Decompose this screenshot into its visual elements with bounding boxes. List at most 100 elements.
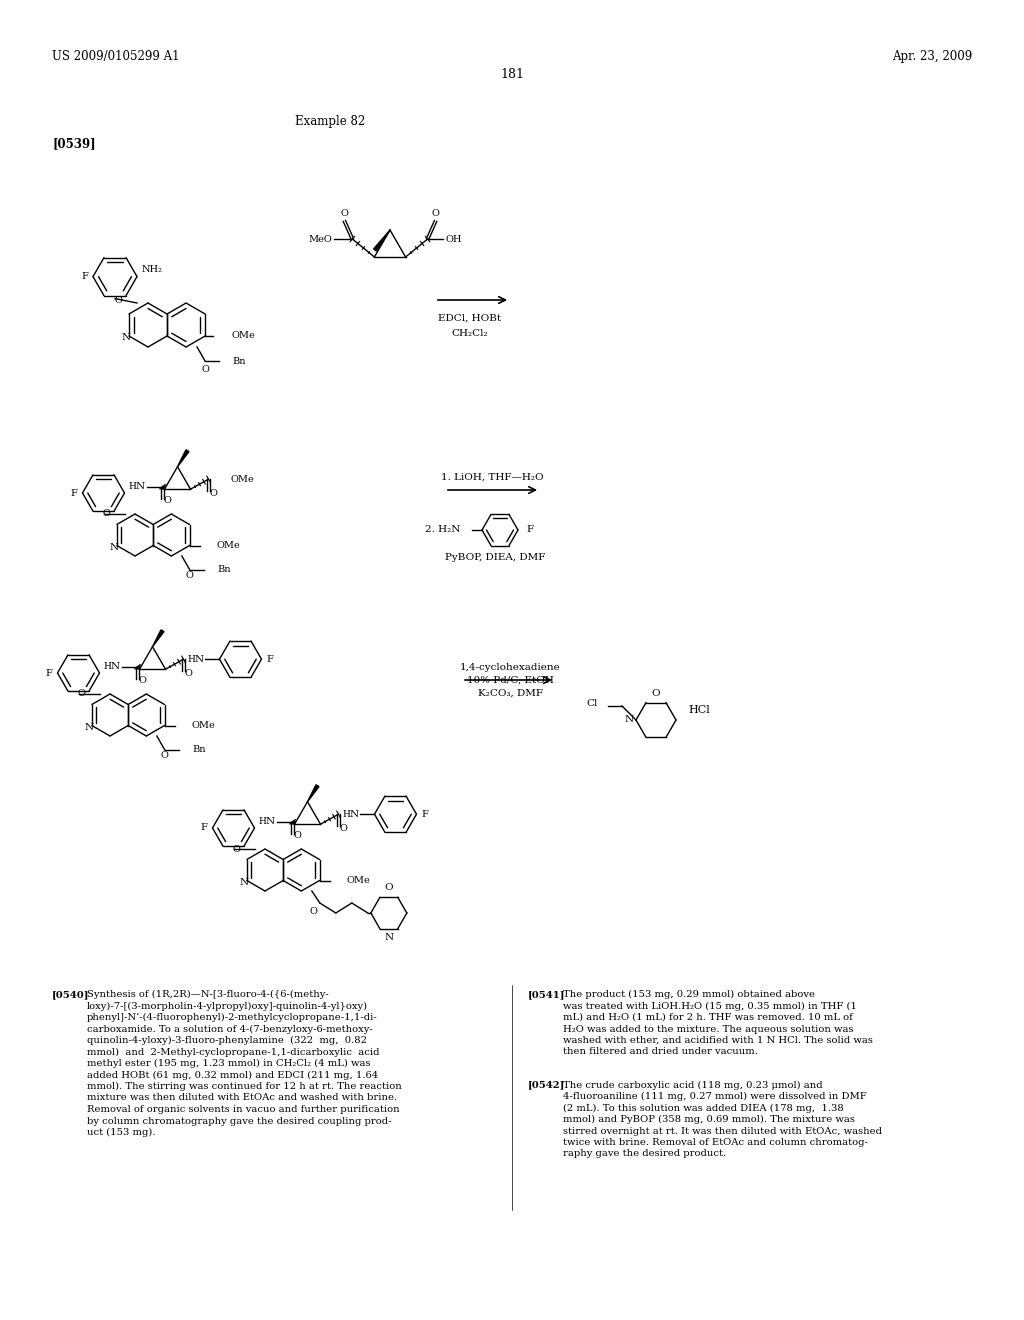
Text: N: N xyxy=(111,663,120,671)
Text: Bn: Bn xyxy=(232,356,246,366)
Text: O: O xyxy=(651,689,660,697)
Text: 10% Pd/C, EtOH: 10% Pd/C, EtOH xyxy=(467,676,553,685)
Text: O: O xyxy=(232,845,240,854)
Text: O: O xyxy=(201,364,209,374)
Text: Example 82: Example 82 xyxy=(295,115,366,128)
Text: The product (153 mg, 0.29 mmol) obtained above: The product (153 mg, 0.29 mmol) obtained… xyxy=(563,990,815,999)
Text: H: H xyxy=(259,817,266,826)
Text: O: O xyxy=(432,209,439,218)
Text: O: O xyxy=(161,751,169,760)
Text: K₂CO₃, DMF: K₂CO₃, DMF xyxy=(477,689,543,697)
Text: N: N xyxy=(240,878,249,887)
Polygon shape xyxy=(374,230,390,251)
Text: mmol) and PyBOP (358 mg, 0.69 mmol). The mixture was: mmol) and PyBOP (358 mg, 0.69 mmol). The… xyxy=(563,1115,855,1125)
Text: by column chromatography gave the desired coupling prod-: by column chromatography gave the desire… xyxy=(87,1117,391,1126)
Text: N: N xyxy=(350,809,359,818)
Text: mmol)  and  2-Methyl-cyclopropane-1,1-dicarboxylic  acid: mmol) and 2-Methyl-cyclopropane-1,1-dica… xyxy=(87,1048,380,1056)
Text: [0541]: [0541] xyxy=(528,990,565,999)
Text: OMe: OMe xyxy=(191,721,215,730)
Text: F: F xyxy=(71,488,78,498)
Text: [0542]: [0542] xyxy=(528,1081,565,1089)
Text: loxy)-7-[(3-morpholin-4-ylpropyl)oxy]-quinolin-4-yl}oxy): loxy)-7-[(3-morpholin-4-ylpropyl)oxy]-qu… xyxy=(87,1002,368,1011)
Text: O: O xyxy=(210,488,217,498)
Text: quinolin-4-yloxy)-3-fluoro-phenylamine  (322  mg,  0.82: quinolin-4-yloxy)-3-fluoro-phenylamine (… xyxy=(87,1036,367,1045)
Text: N: N xyxy=(136,482,145,491)
Text: F: F xyxy=(266,655,273,664)
Text: O: O xyxy=(340,824,347,833)
Text: phenyl]-N’-(4-fluorophenyl)-2-methylcyclopropane-1,1-di-: phenyl]-N’-(4-fluorophenyl)-2-methylcycl… xyxy=(87,1012,378,1022)
Text: N: N xyxy=(384,933,393,942)
Text: O: O xyxy=(102,510,110,519)
Text: US 2009/0105299 A1: US 2009/0105299 A1 xyxy=(52,50,179,63)
Text: OH: OH xyxy=(445,235,462,243)
Text: O: O xyxy=(385,883,393,892)
Text: washed with ether, and acidified with 1 N HCl. The solid was: washed with ether, and acidified with 1 … xyxy=(563,1036,872,1045)
Text: 1. LiOH, THF—H₂O: 1. LiOH, THF—H₂O xyxy=(440,473,544,482)
Text: N: N xyxy=(195,655,204,664)
Text: O: O xyxy=(186,572,194,581)
Text: OMe: OMe xyxy=(346,876,371,884)
Text: Removal of organic solvents in vacuo and further purification: Removal of organic solvents in vacuo and… xyxy=(87,1105,399,1114)
Text: Bn: Bn xyxy=(193,746,206,755)
Text: H: H xyxy=(103,663,112,671)
Text: The crude carboxylic acid (118 mg, 0.23 μmol) and: The crude carboxylic acid (118 mg, 0.23 … xyxy=(563,1081,822,1089)
Text: raphy gave the desired product.: raphy gave the desired product. xyxy=(563,1150,726,1159)
Text: (2 mL). To this solution was added DIEA (178 mg,  1.38: (2 mL). To this solution was added DIEA … xyxy=(563,1104,844,1113)
Text: mL) and H₂O (1 mL) for 2 h. THF was removed. 10 mL of: mL) and H₂O (1 mL) for 2 h. THF was remo… xyxy=(563,1012,853,1022)
Text: 181: 181 xyxy=(500,69,524,81)
Text: H₂O was added to the mixture. The aqueous solution was: H₂O was added to the mixture. The aqueou… xyxy=(563,1024,853,1034)
Text: twice with brine. Removal of EtOAc and column chromatog-: twice with brine. Removal of EtOAc and c… xyxy=(563,1138,868,1147)
Text: O: O xyxy=(114,296,122,305)
Text: F: F xyxy=(526,525,534,535)
Text: mixture was then diluted with EtOAc and washed with brine.: mixture was then diluted with EtOAc and … xyxy=(87,1093,397,1102)
Text: methyl ester (195 mg, 1.23 mmol) in CH₂Cl₂ (4 mL) was: methyl ester (195 mg, 1.23 mmol) in CH₂C… xyxy=(87,1059,371,1068)
Text: [0540]: [0540] xyxy=(52,990,89,999)
Text: N: N xyxy=(110,543,119,552)
Text: F: F xyxy=(422,809,428,818)
Text: N: N xyxy=(122,333,131,342)
Text: N: N xyxy=(625,715,634,725)
Text: mmol). The stirring was continued for 12 h at rt. The reaction: mmol). The stirring was continued for 12… xyxy=(87,1082,401,1092)
Text: added HOBt (61 mg, 0.32 mmol) and EDCI (211 mg, 1.64: added HOBt (61 mg, 0.32 mmol) and EDCI (… xyxy=(87,1071,378,1080)
Text: [0539]: [0539] xyxy=(52,137,95,150)
Text: Apr. 23, 2009: Apr. 23, 2009 xyxy=(892,50,972,63)
Text: O: O xyxy=(164,496,171,506)
Text: H: H xyxy=(343,809,350,818)
Polygon shape xyxy=(153,630,164,647)
Text: Cl: Cl xyxy=(587,698,598,708)
Polygon shape xyxy=(177,450,189,467)
Text: F: F xyxy=(81,272,88,281)
Text: NH₂: NH₂ xyxy=(142,265,163,275)
Text: OMe: OMe xyxy=(231,331,255,341)
Text: Synthesis of (1R,2R)—N-[3-fluoro-4-({6-(methy-: Synthesis of (1R,2R)—N-[3-fluoro-4-({6-(… xyxy=(87,990,329,999)
Text: 4-fluoroaniline (111 mg, 0.27 mmol) were dissolved in DMF: 4-fluoroaniline (111 mg, 0.27 mmol) were… xyxy=(563,1092,866,1101)
Text: O: O xyxy=(138,676,146,685)
Polygon shape xyxy=(307,785,319,801)
Text: OMe: OMe xyxy=(217,541,241,550)
Text: OMe: OMe xyxy=(230,475,254,483)
Text: F: F xyxy=(201,824,208,833)
Text: CH₂Cl₂: CH₂Cl₂ xyxy=(452,329,488,338)
Text: F: F xyxy=(46,668,52,677)
Text: N: N xyxy=(84,722,93,731)
Text: O: O xyxy=(77,689,85,698)
Text: PyBOP, DIEA, DMF: PyBOP, DIEA, DMF xyxy=(444,553,545,562)
Text: H: H xyxy=(129,482,136,491)
Text: N: N xyxy=(266,817,275,826)
Text: EDCl, HOBt: EDCl, HOBt xyxy=(438,314,502,322)
Text: 2. H₂N: 2. H₂N xyxy=(425,525,460,535)
Text: carboxamide. To a solution of 4-(7-benzyloxy-6-methoxy-: carboxamide. To a solution of 4-(7-benzy… xyxy=(87,1024,373,1034)
Text: then filtered and dried under vacuum.: then filtered and dried under vacuum. xyxy=(563,1048,758,1056)
Text: O: O xyxy=(184,669,193,677)
Text: stirred overnight at rt. It was then diluted with EtOAc, washed: stirred overnight at rt. It was then dil… xyxy=(563,1126,882,1135)
Text: Bn: Bn xyxy=(218,565,231,574)
Text: uct (153 mg).: uct (153 mg). xyxy=(87,1129,156,1137)
Text: O: O xyxy=(340,209,348,218)
Text: HCl: HCl xyxy=(688,705,710,715)
Text: O: O xyxy=(310,907,317,916)
Text: MeO: MeO xyxy=(308,235,333,243)
Text: was treated with LiOH.H₂O (15 mg, 0.35 mmol) in THF (1: was treated with LiOH.H₂O (15 mg, 0.35 m… xyxy=(563,1002,857,1011)
Text: O: O xyxy=(294,832,301,841)
Text: 1,4-cyclohexadiene: 1,4-cyclohexadiene xyxy=(460,663,560,672)
Text: H: H xyxy=(187,655,196,664)
